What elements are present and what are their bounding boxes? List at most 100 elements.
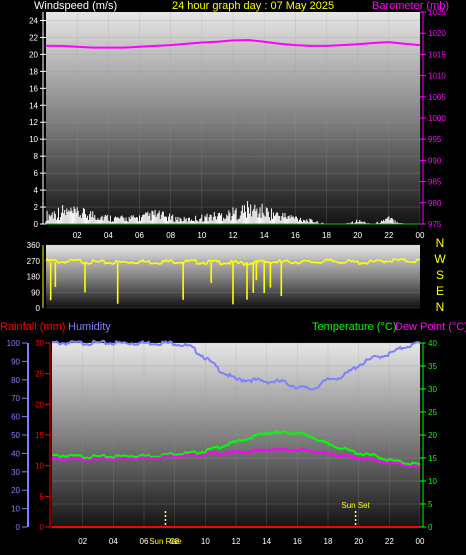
humidity-tick-label: 90 (11, 357, 20, 366)
barometer-tick-label: 1015 (428, 50, 446, 59)
windspeed-tick-label: 10 (29, 135, 38, 144)
wind-barometer-panel: 0246810121416182022249759809859909951000… (29, 8, 446, 240)
humidity-tick-label: 80 (11, 376, 20, 385)
barometer-tick-label: 1010 (428, 72, 446, 81)
dewpoint-axis-label: Dew Point (°C) (395, 321, 466, 333)
x-tick-label: 02 (73, 231, 82, 240)
barometer-series (46, 38, 421, 49)
barometer-tick-label: 990 (428, 156, 442, 165)
barometer-tick-label: 1025 (428, 8, 446, 17)
compass-label: E (436, 284, 444, 298)
x-tick-label: 06 (135, 231, 144, 240)
windspeed-tick-label: 12 (29, 118, 38, 127)
compass-label: W (434, 252, 446, 266)
rainfall-tick-label: 0 (40, 523, 45, 532)
rainfall-tick-label: 30 (35, 339, 44, 348)
barometer-tick-label: 975 (428, 220, 442, 229)
windspeed-tick-label: 16 (29, 84, 38, 93)
barometer-tick-label: 1020 (428, 29, 446, 38)
x-tick-label: 18 (324, 537, 333, 546)
x-tick-label: 00 (416, 231, 425, 240)
windspeed-tick-label: 14 (29, 101, 38, 110)
x-tick-label: 22 (385, 537, 394, 546)
temperature-tick-label: 0 (428, 523, 433, 532)
windspeed-tick-label: 8 (34, 152, 39, 161)
temperature-tick-label: 20 (428, 431, 437, 440)
x-tick-label: 14 (260, 231, 269, 240)
compass-label: S (436, 268, 444, 282)
barometer-tick-label: 995 (428, 135, 442, 144)
direction-tick-label: 360 (27, 241, 41, 250)
humidity-tick-label: 70 (11, 394, 20, 403)
temperature-tick-label: 5 (428, 500, 433, 509)
x-tick-label: 22 (384, 231, 393, 240)
windspeed-tick-label: 2 (34, 203, 39, 212)
x-tick-label: 20 (353, 231, 362, 240)
humidity-tick-label: 60 (11, 413, 20, 422)
windspeed-series (45, 201, 403, 224)
windspeed-tick-label: 20 (29, 50, 38, 59)
barometer-tick-label: 1005 (428, 93, 446, 102)
temperature-tick-label: 40 (428, 339, 437, 348)
x-tick-label: 02 (78, 537, 87, 546)
humidity-tick-label: 20 (11, 486, 20, 495)
temperature-axis-label: Temperature (°C) (312, 321, 396, 333)
windspeed-tick-label: 0 (34, 220, 39, 229)
x-tick-label: 04 (104, 231, 113, 240)
windspeed-tick-label: 6 (34, 169, 39, 178)
compass-label: N (436, 300, 445, 314)
panel3-axis-ticks: 0510152025303540010203040506070809010005… (7, 339, 438, 546)
sun-markers: Sun Rise Sun Set (149, 501, 370, 546)
wind-direction-gusts (49, 262, 283, 305)
x-tick-label: 20 (354, 537, 363, 546)
x-tick-label: 08 (166, 231, 175, 240)
direction-tick-label: 90 (31, 288, 40, 297)
x-tick-label: 10 (197, 231, 206, 240)
humidity-tick-label: 0 (16, 523, 21, 532)
barometer-tick-label: 980 (428, 199, 442, 208)
temperature-tick-label: 15 (428, 454, 437, 463)
humidity-series (51, 339, 421, 391)
direction-tick-label: 270 (27, 257, 41, 266)
temperature-tick-label: 30 (428, 385, 437, 394)
compass-label: N (436, 236, 445, 250)
x-tick-label: 10 (201, 537, 210, 546)
windspeed-axis-label: Windspeed (m/s) (34, 0, 117, 12)
panel1-axis-ticks: 0246810121416182022249759809859909951000… (29, 8, 446, 240)
rainfall-tick-label: 25 (35, 370, 44, 379)
barometer-tick-label: 1000 (428, 114, 446, 123)
x-tick-label: 16 (293, 537, 302, 546)
humidity-tick-label: 30 (11, 468, 20, 477)
rainfall-tick-label: 20 (35, 400, 44, 409)
direction-tick-label: 0 (36, 304, 41, 313)
windspeed-tick-label: 22 (29, 33, 38, 42)
x-tick-label: 00 (416, 537, 425, 546)
humidity-tick-label: 10 (11, 505, 20, 514)
sunrise-label: Sun Rise (149, 537, 182, 546)
rainfall-tick-label: 10 (35, 462, 44, 471)
direction-tick-label: 180 (27, 273, 41, 282)
temp-humidity-panel: 0510152025303540010203040506070809010005… (7, 339, 438, 546)
windspeed-tick-label: 4 (34, 186, 39, 195)
x-tick-label: 04 (109, 537, 118, 546)
sunset-label: Sun Set (341, 501, 370, 510)
x-tick-label: 18 (322, 231, 331, 240)
temperature-tick-label: 10 (428, 477, 437, 486)
x-tick-label: 06 (140, 537, 149, 546)
windspeed-tick-label: 18 (29, 67, 38, 76)
x-tick-label: 14 (262, 537, 271, 546)
humidity-axis-label: Humidity (68, 321, 111, 333)
x-tick-label: 08 (170, 537, 179, 546)
humidity-tick-label: 40 (11, 449, 20, 458)
barometer-axis-label: Barometer (mb) (372, 0, 449, 12)
rainfall-tick-label: 5 (40, 492, 45, 501)
dewpoint-series (51, 447, 421, 468)
x-tick-label: 16 (291, 231, 300, 240)
humidity-tick-label: 50 (11, 431, 20, 440)
rainfall-tick-label: 15 (35, 431, 44, 440)
temperature-tick-label: 35 (428, 362, 437, 371)
chart-title: 24 hour graph day : 07 May 2025 (172, 0, 334, 12)
